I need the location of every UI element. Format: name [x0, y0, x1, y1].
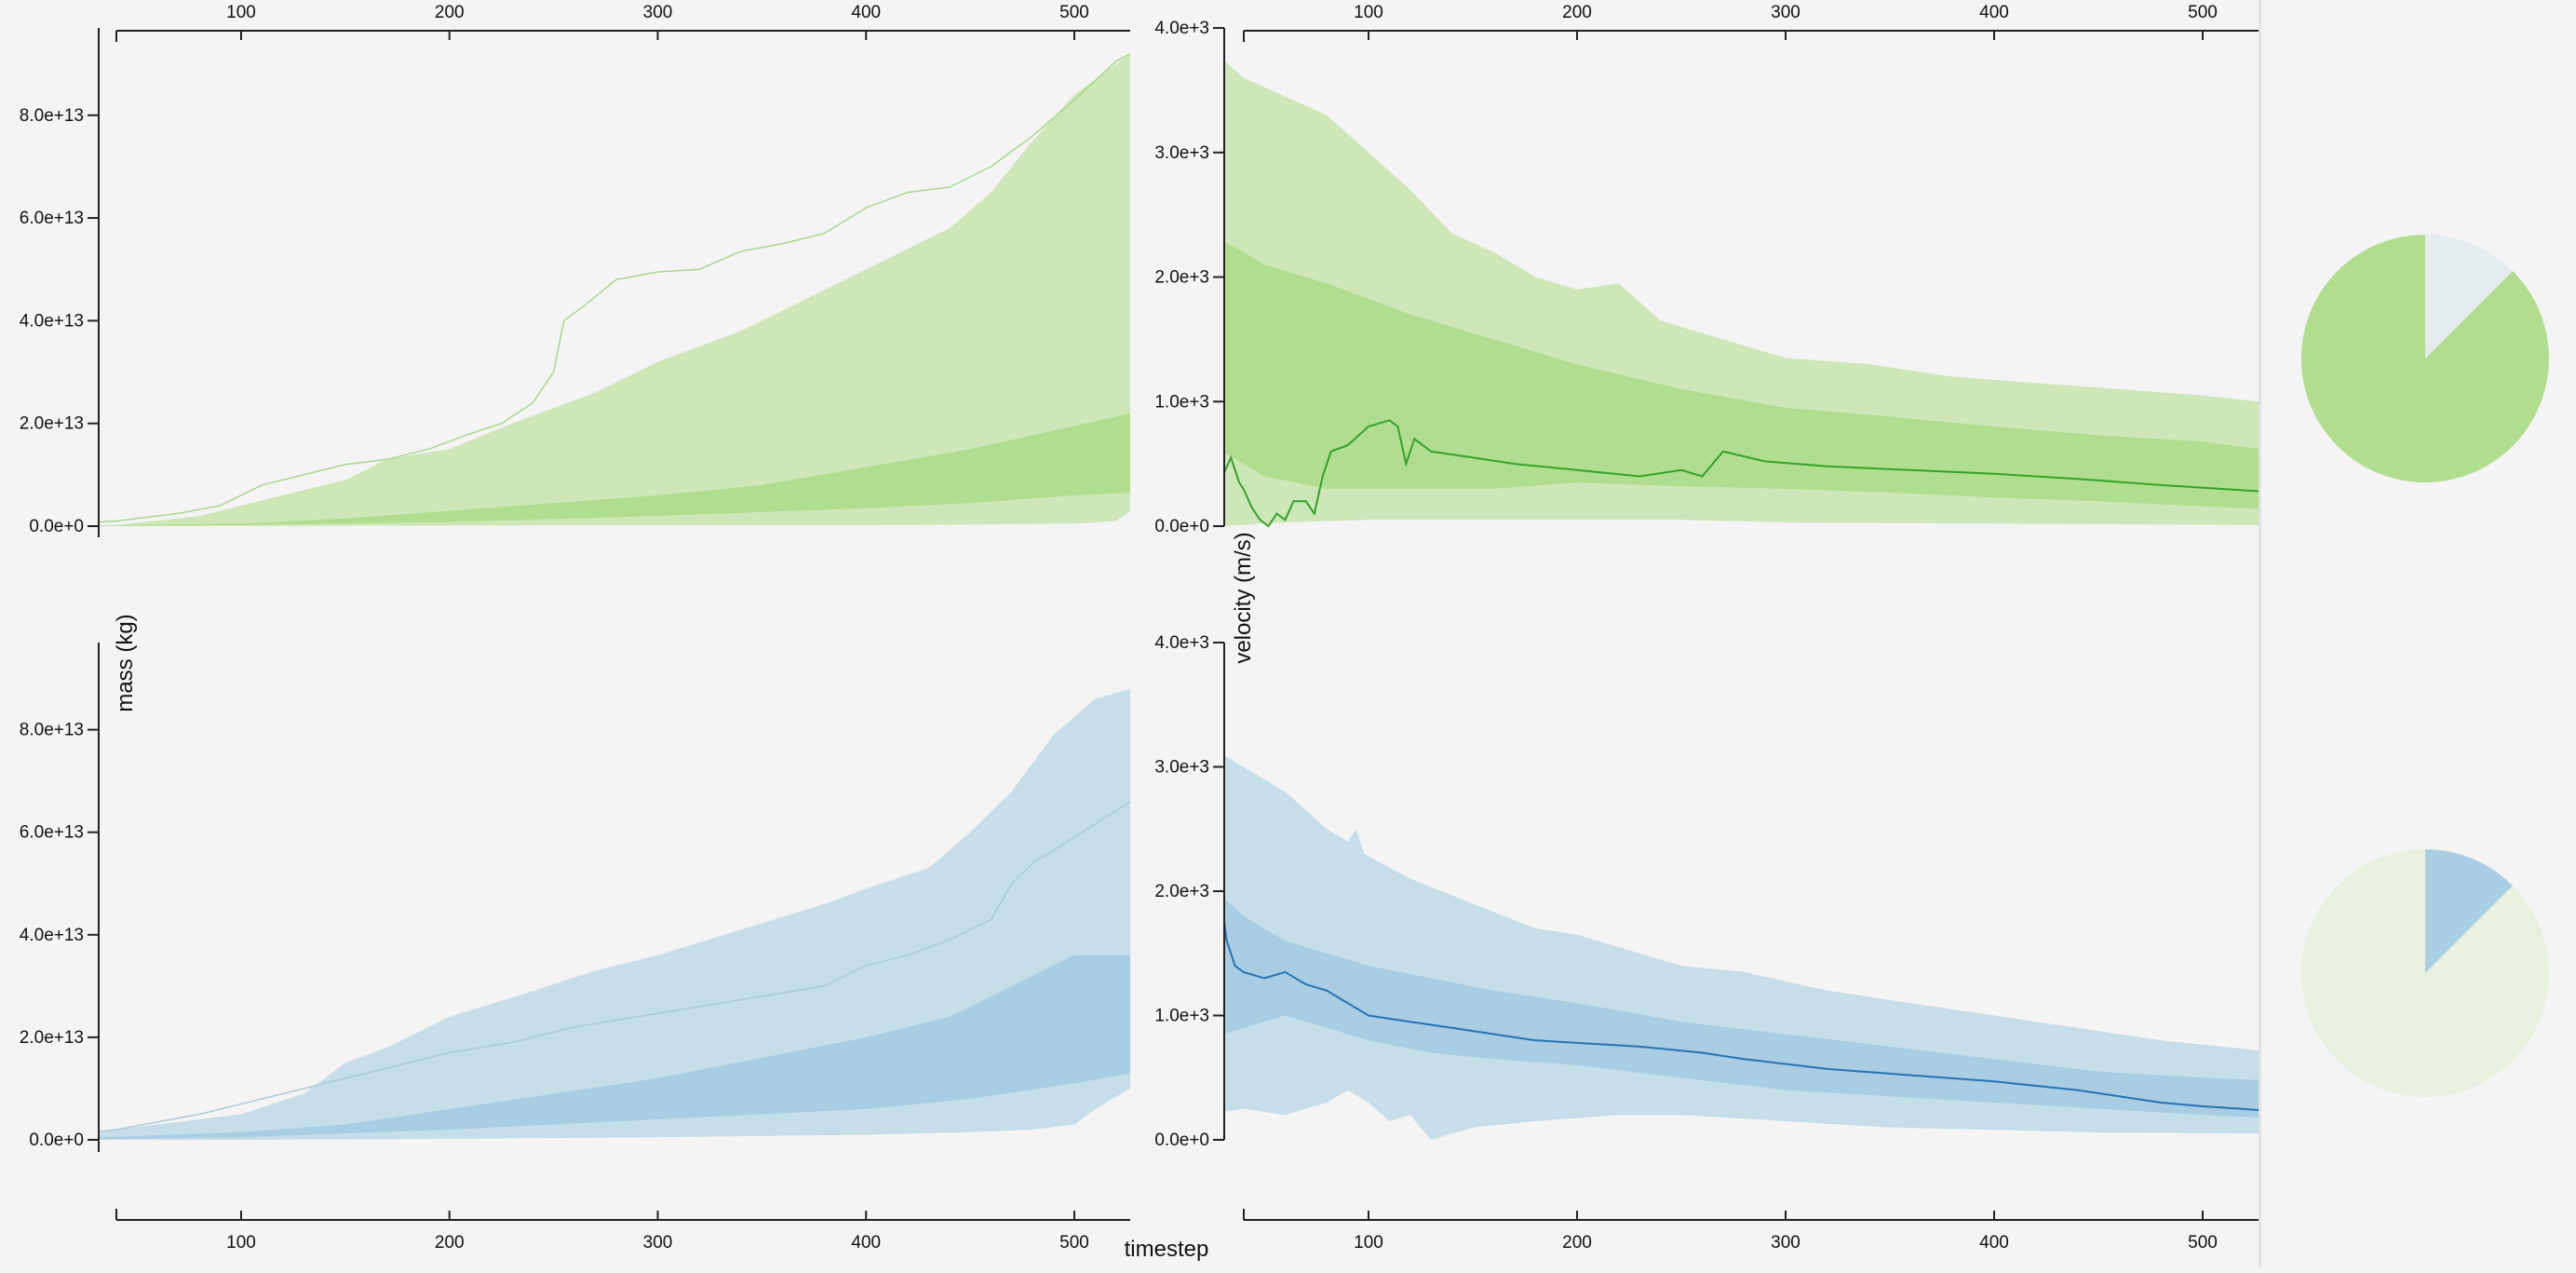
velocity-blue-inner-band: [1224, 899, 2259, 1117]
velocity-green-y-tick-label: 1.0e+3: [1154, 392, 1209, 412]
mass-green-y-tick-label: 4.0e+13: [20, 311, 84, 331]
mass-green-x-tick-label: 100: [226, 3, 256, 22]
mass-blue-x-tick-label: 500: [1059, 1233, 1089, 1253]
mass-green-plot-area: [99, 52, 1130, 526]
mass-green-x-tick-label: 300: [643, 3, 673, 22]
mass-blue-y-tick-label: 0.0e+0: [29, 1131, 84, 1150]
velocity-green-median-line: [1224, 419, 2259, 528]
mass-blue-x-tick-label: 200: [435, 1233, 465, 1253]
mass-blue-y-tick-label: 2.0e+13: [20, 1028, 84, 1048]
velocity-blue-y-tick-label: 2.0e+3: [1154, 882, 1209, 901]
mass-axis-label: mass (kg): [113, 614, 138, 711]
velocity-green-plot-area: [1224, 61, 2259, 528]
mass-blue-x-tick-label: 400: [851, 1233, 881, 1253]
mass-green-x-tick-label: 400: [851, 3, 881, 22]
distribution-panel: [2259, 0, 2576, 1268]
pie-canvas: [2300, 234, 2549, 1097]
velocity-blue-plot-area: [1224, 755, 2259, 1140]
mass-green-x-tick-label: 500: [1059, 3, 1089, 22]
mass-green-y-tick-label: 2.0e+13: [20, 414, 84, 434]
velocity-blue-median-line: [1224, 914, 2259, 1111]
pie-blue-slice: [2300, 848, 2549, 1097]
velocity-blue-x-tick-label: 400: [1979, 1233, 2009, 1253]
mass-green-y-tick-label: 8.0e+13: [20, 106, 84, 126]
mass-blue-inner-band: [99, 955, 1130, 1140]
velocity-axis-label: velocity (m/s): [1231, 532, 1256, 663]
charts-layer: 0.0e+0 2.0e+13 4.0e+13 6.0e+13 8.0e+13 100 200…: [20, 3, 2259, 1253]
velocity-green-x-tick-label: 300: [1771, 3, 1801, 22]
mass-green-y-tick-label: 0.0e+0: [29, 517, 84, 536]
mass-green-outer-band: [99, 53, 1130, 526]
mass-blue-outer-band: [99, 688, 1130, 1140]
velocity-green-chart: 0.0e+0 1.0e+3 2.0e+3 3.0e+3 4.0e+3 100 200 300 4…: [1154, 3, 2259, 536]
velocity-blue-y-tick-label: 4.0e+3: [1154, 633, 1209, 653]
mass-blue-x-tick-label: 300: [643, 1233, 673, 1253]
mass-blue-x-tick-label: 100: [226, 1233, 256, 1253]
velocity-green-y-tick-label: 2.0e+3: [1154, 268, 1209, 288]
mass-green-median-line: [99, 52, 1130, 523]
pie-green: [2300, 234, 2549, 482]
mass-green-inner-band: [99, 413, 1130, 526]
pie-green-slice: [2425, 235, 2513, 359]
velocity-green-x-tick-label: 500: [2188, 3, 2218, 22]
mass-blue-median-line: [99, 801, 1130, 1133]
mass-blue-chart: 0.0e+0 2.0e+13 4.0e+13 6.0e+13 8.0e+13 100 200…: [20, 643, 1130, 1253]
velocity-blue-x-tick-label: 100: [1354, 1233, 1383, 1253]
timestep-axis-label: timestep: [1125, 1237, 1209, 1262]
velocity-blue-y-tick-label: 1.0e+3: [1154, 1007, 1209, 1026]
mass-blue-y-tick-label: 6.0e+13: [20, 823, 84, 843]
velocity-blue-y-tick-label: 3.0e+3: [1154, 758, 1209, 778]
mass-blue-y-tick-label: 8.0e+13: [20, 721, 84, 740]
velocity-blue-x-tick-label: 200: [1562, 1233, 1592, 1253]
mass-green-y-tick-label: 6.0e+13: [20, 209, 84, 228]
pie-blue-slice: [2425, 849, 2513, 973]
velocity-green-x-tick-label: 100: [1354, 3, 1383, 22]
mass-blue-plot-area: [99, 688, 1130, 1140]
mass-green-x-tick-label: 200: [435, 3, 465, 22]
velocity-blue-chart: 0.0e+0 1.0e+3 2.0e+3 3.0e+3 4.0e+3 100 200 300 4…: [1154, 633, 2259, 1253]
velocity-green-x-tick-label: 200: [1562, 3, 1592, 22]
pie-blue: [2300, 848, 2549, 1097]
mass-green-chart: 0.0e+0 2.0e+13 4.0e+13 6.0e+13 8.0e+13 100 200…: [20, 3, 1130, 537]
mass-blue-y-tick-label: 4.0e+13: [20, 926, 84, 945]
velocity-green-y-tick-label: 3.0e+3: [1154, 143, 1209, 163]
velocity-blue-x-tick-label: 300: [1771, 1233, 1801, 1253]
velocity-green-inner-band: [1224, 240, 2259, 509]
pie-green-slice: [2300, 234, 2549, 482]
velocity-blue-x-tick-label: 500: [2188, 1233, 2218, 1253]
velocity-green-y-tick-label: 4.0e+3: [1154, 19, 1209, 38]
velocity-green-x-tick-label: 400: [1979, 3, 2009, 22]
velocity-green-y-tick-label: 0.0e+0: [1154, 517, 1209, 536]
velocity-blue-y-tick-label: 0.0e+0: [1154, 1131, 1209, 1150]
